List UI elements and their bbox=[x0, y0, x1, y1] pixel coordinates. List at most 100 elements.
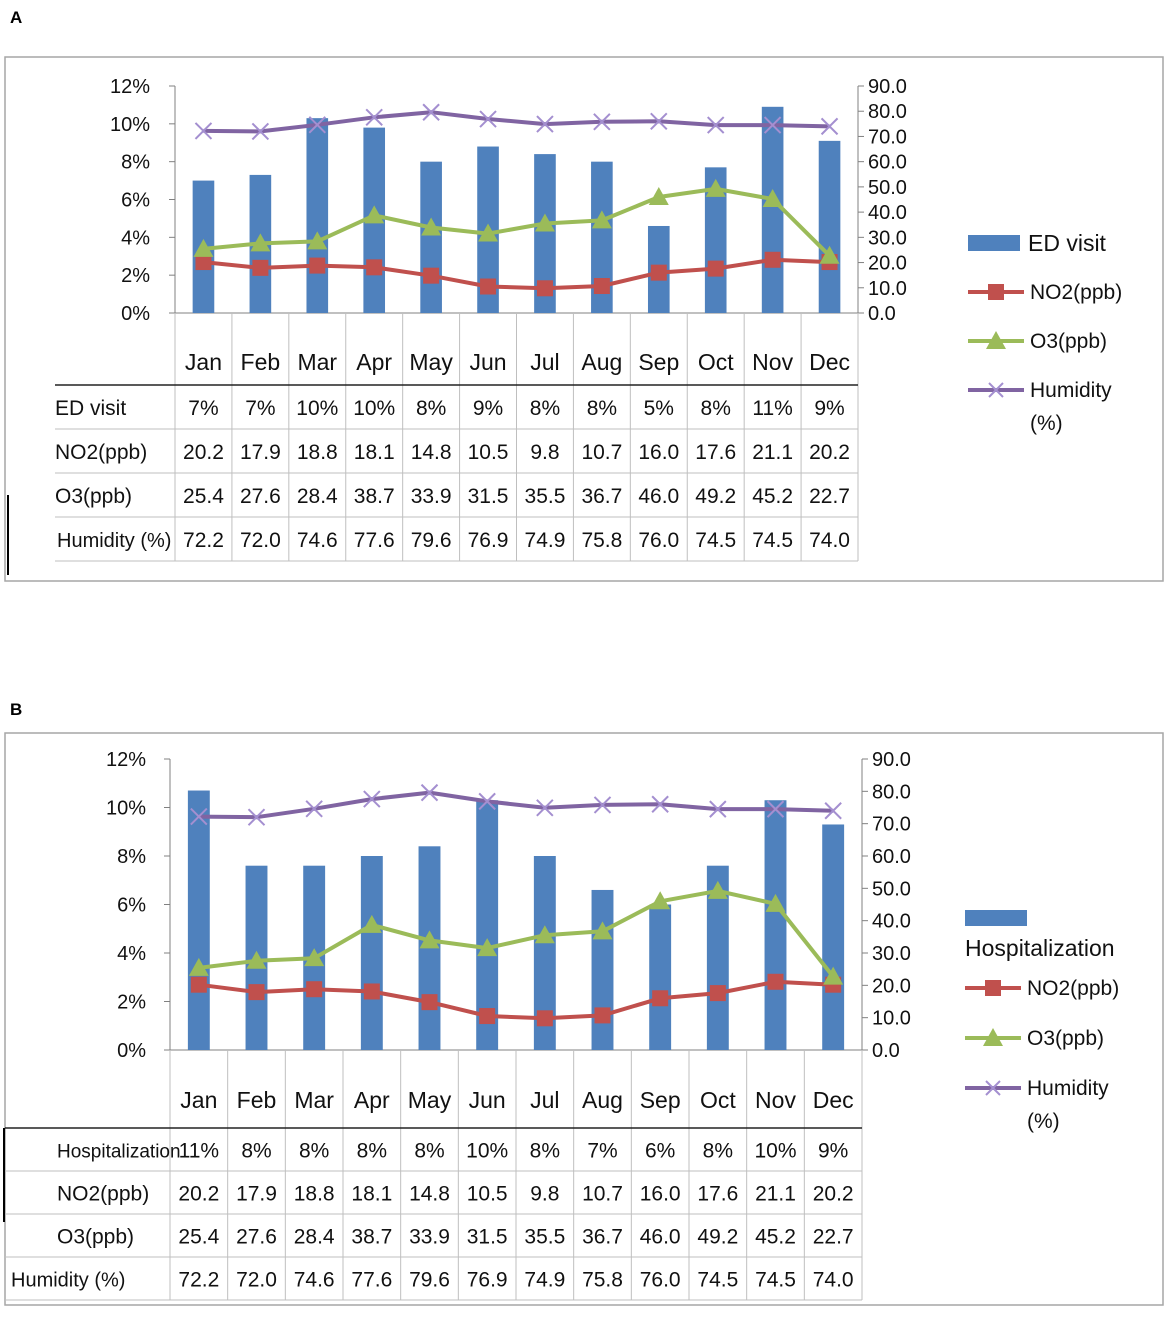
category-label: Jul bbox=[530, 349, 559, 375]
point-no2-ppb bbox=[536, 280, 553, 297]
table-cell: 36.7 bbox=[581, 485, 622, 508]
table-cell: 25.4 bbox=[178, 1226, 219, 1249]
table-cell: 10% bbox=[296, 397, 338, 420]
table-cell: 8% bbox=[530, 397, 560, 420]
category-label: Mar bbox=[297, 349, 337, 375]
table-cell: 76.0 bbox=[638, 529, 679, 552]
table-row-label: Humidity (%) bbox=[57, 530, 171, 552]
category-label: May bbox=[409, 349, 453, 375]
left-axis-tick-label: 4% bbox=[117, 943, 146, 965]
table-cell: 9.8 bbox=[530, 1183, 559, 1206]
point-no2-ppb bbox=[707, 260, 724, 277]
right-axis-tick-label: 60.0 bbox=[872, 846, 911, 868]
point-o3-ppb bbox=[478, 223, 499, 242]
table-cell: 18.1 bbox=[351, 1183, 392, 1206]
chart-a: 0% 2% 4% 6% 8% 10% 12% 0.0 10.0 20.0 30.0 40.0 50.0 6… bbox=[4, 56, 1164, 582]
table-cell: 10% bbox=[466, 1140, 508, 1163]
point-humidity bbox=[707, 116, 725, 134]
point-o3-ppb bbox=[193, 238, 214, 257]
category-label: May bbox=[408, 1087, 452, 1113]
table-cell: 33.9 bbox=[409, 1226, 450, 1249]
category-label: Dec bbox=[813, 1087, 854, 1113]
point-humidity bbox=[478, 792, 496, 811]
legend-marker-x bbox=[985, 1080, 1001, 1096]
point-humidity bbox=[709, 800, 727, 818]
table-cell: 74.9 bbox=[525, 529, 566, 552]
category-label: Feb bbox=[241, 349, 281, 375]
point-o3-ppb bbox=[592, 921, 613, 940]
table-cell: 38.7 bbox=[351, 1226, 392, 1249]
table-cell: 10.7 bbox=[581, 441, 622, 464]
point-humidity bbox=[824, 802, 842, 820]
table-cell: 21.1 bbox=[752, 441, 793, 464]
table-cell: 8% bbox=[357, 1140, 387, 1163]
point-o3-ppb bbox=[188, 957, 209, 976]
point-humidity bbox=[194, 122, 213, 140]
point-humidity bbox=[820, 117, 839, 136]
point-o3-ppb bbox=[534, 213, 555, 232]
table-cell: 7% bbox=[245, 397, 275, 420]
panel-b-label: B bbox=[10, 700, 23, 719]
table-cell: 18.8 bbox=[297, 441, 338, 464]
point-no2-ppb bbox=[764, 251, 781, 268]
table-cell: 72.2 bbox=[178, 1269, 219, 1292]
table-cell: 9% bbox=[473, 397, 503, 420]
right-axis-tick-label: 60.0 bbox=[868, 152, 907, 174]
right-axis-tick-label: 40.0 bbox=[868, 202, 907, 224]
right-axis-tick-label: 20.0 bbox=[868, 253, 907, 275]
table-cell: 36.7 bbox=[582, 1226, 623, 1249]
category-label: Jul bbox=[530, 1087, 559, 1113]
point-o3-ppb bbox=[823, 966, 844, 985]
bar-aug bbox=[591, 889, 614, 1050]
table-cell: 49.2 bbox=[697, 1226, 738, 1249]
legend-marker-triangle bbox=[986, 331, 1006, 349]
bar-dec bbox=[822, 824, 845, 1050]
left-axis-tick-label: 10% bbox=[110, 114, 150, 136]
table-cell: 33.9 bbox=[411, 485, 452, 508]
point-no2-ppb bbox=[423, 267, 440, 284]
table-cell: 8% bbox=[416, 397, 446, 420]
right-axis-tick-label: 90.0 bbox=[872, 749, 911, 771]
table-row-label: Humidity (%) bbox=[11, 1270, 125, 1292]
table-cell: 74.0 bbox=[813, 1269, 854, 1292]
right-axis-tick-label: 10.0 bbox=[868, 278, 907, 300]
table-cell: 10.7 bbox=[582, 1183, 623, 1206]
right-axis-tick-label: 20.0 bbox=[872, 975, 911, 997]
category-label: Oct bbox=[700, 1087, 736, 1113]
point-no2-ppb bbox=[248, 984, 265, 1001]
table-cell: 74.9 bbox=[524, 1269, 565, 1292]
right-axis-tick-label: 50.0 bbox=[868, 177, 907, 199]
table-cell: 8% bbox=[241, 1140, 271, 1163]
table-row-label: Hospitalization bbox=[57, 1142, 181, 1163]
bar-jul bbox=[534, 154, 556, 313]
table-cell: 11% bbox=[179, 1140, 219, 1163]
right-axis-tick-label: 70.0 bbox=[868, 126, 907, 148]
point-no2-ppb bbox=[709, 985, 726, 1002]
table-cell: 74.0 bbox=[809, 529, 850, 552]
point-humidity bbox=[365, 108, 383, 126]
point-o3-ppb bbox=[591, 210, 612, 229]
legend-label: Hospitalization bbox=[965, 935, 1115, 961]
category-label: Sep bbox=[638, 349, 679, 375]
point-humidity bbox=[651, 795, 669, 813]
legend-swatch-bar bbox=[965, 910, 1027, 926]
series-line-o3-ppb bbox=[203, 186, 831, 258]
table-cell: 18.8 bbox=[294, 1183, 335, 1206]
table-cell: 20.2 bbox=[183, 441, 224, 464]
left-axis-tick-label: 6% bbox=[121, 190, 150, 212]
right-axis-tick-label: 50.0 bbox=[872, 878, 911, 900]
category-label: Jan bbox=[185, 349, 222, 375]
category-label: Aug bbox=[582, 1087, 623, 1113]
table-cell: 7% bbox=[188, 397, 218, 420]
table-cell: 76.9 bbox=[467, 1269, 508, 1292]
left-axis-tick-label: 0% bbox=[121, 303, 150, 325]
table-cell: 8% bbox=[414, 1140, 444, 1163]
bar-nov bbox=[764, 800, 787, 1050]
category-label: Nov bbox=[755, 1087, 796, 1113]
panel-a-label: A bbox=[10, 8, 23, 27]
point-humidity bbox=[536, 799, 554, 817]
point-no2-ppb bbox=[309, 257, 326, 274]
point-no2-ppb bbox=[195, 254, 212, 271]
table-cell: 72.0 bbox=[236, 1269, 277, 1292]
point-humidity bbox=[422, 103, 440, 121]
